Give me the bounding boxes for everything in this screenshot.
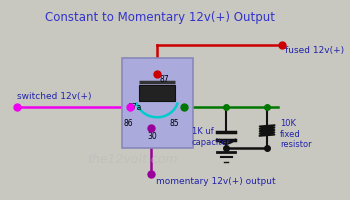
Text: 30: 30	[147, 132, 157, 141]
Text: the12volt.com: the12volt.com	[87, 153, 178, 166]
Text: fused 12v(+): fused 12v(+)	[285, 46, 344, 55]
Bar	[139, 85, 175, 101]
Text: momentary 12v(+) output: momentary 12v(+) output	[156, 177, 275, 186]
Text: 87: 87	[160, 75, 169, 84]
Text: switched 12v(+): switched 12v(+)	[17, 92, 92, 101]
Text: 10K
fixed
resistor: 10K fixed resistor	[280, 119, 312, 149]
Text: 86: 86	[123, 119, 133, 128]
Text: 85: 85	[170, 119, 180, 128]
Text: Constant to Momentary 12v(+) Output: Constant to Momentary 12v(+) Output	[45, 11, 275, 24]
Text: 87a: 87a	[127, 103, 142, 112]
Bar	[121, 58, 192, 148]
Text: 1K uf
capacitor: 1K uf capacitor	[191, 127, 231, 147]
